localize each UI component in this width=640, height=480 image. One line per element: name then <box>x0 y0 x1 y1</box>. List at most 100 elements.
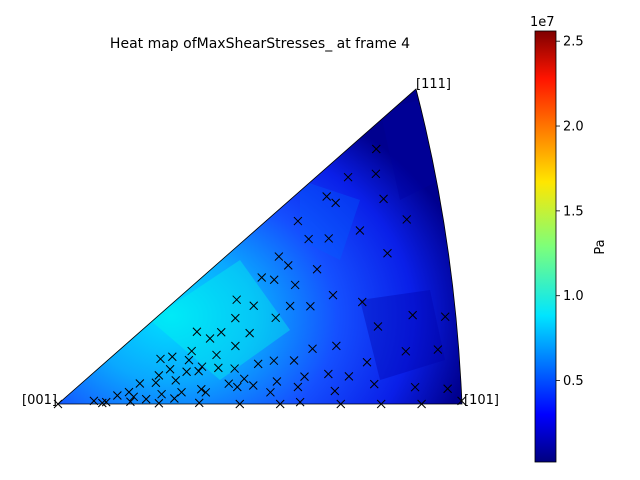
corner-label-origin: [001] <box>22 393 57 408</box>
data-marker <box>410 382 420 392</box>
data-marker <box>216 327 226 337</box>
data-marker <box>274 252 284 261</box>
data-marker <box>417 399 426 409</box>
data-marker <box>272 377 282 386</box>
data-marker <box>343 172 353 182</box>
data-marker <box>285 301 295 311</box>
colorbar: 0.5 1.0 1.5 2.0 2.5 1e7 Pa <box>530 15 608 463</box>
data-marker <box>376 399 386 409</box>
data-marker <box>124 387 134 397</box>
data-marker <box>245 328 255 338</box>
data-marker <box>440 312 450 322</box>
data-marker <box>269 356 279 366</box>
data-marker <box>194 398 204 408</box>
data-marker <box>89 396 99 406</box>
data-marker <box>253 359 263 369</box>
data-marker <box>113 391 122 400</box>
data-marker <box>357 297 367 307</box>
corner-label-right: [101] <box>464 393 499 408</box>
data-marker <box>443 384 453 394</box>
data-marker <box>402 215 412 224</box>
data-marker <box>192 327 202 337</box>
colorbar-tick-label: 2.0 <box>563 120 584 135</box>
data-marker <box>362 357 372 367</box>
data-marker <box>232 382 242 392</box>
data-marker <box>165 364 175 374</box>
data-marker <box>373 322 383 331</box>
data-marker <box>383 248 392 258</box>
data-marker <box>154 370 164 380</box>
colorbar-gradient <box>534 30 557 463</box>
data-marker <box>167 352 177 362</box>
data-marker <box>355 226 365 235</box>
colorbar-tick-label: 2.5 <box>563 35 584 50</box>
data-marker <box>293 216 303 226</box>
data-marker <box>194 366 203 376</box>
data-marker <box>196 384 206 394</box>
data-marker <box>266 387 275 397</box>
data-marker <box>433 345 443 354</box>
data-marker <box>182 367 191 377</box>
colorbar-ticks: 0.5 1.0 1.5 2.0 2.5 <box>556 35 584 389</box>
data-marker <box>157 389 166 399</box>
data-marker <box>371 144 381 154</box>
data-marker <box>293 382 303 392</box>
data-marker <box>330 386 340 396</box>
data-marker <box>408 310 418 320</box>
data-marker <box>170 394 179 403</box>
data-marker <box>171 376 181 385</box>
data-marker <box>249 301 259 311</box>
data-marker <box>248 381 258 390</box>
data-marker <box>289 356 299 365</box>
data-marker <box>283 260 293 270</box>
data-marker <box>308 344 317 354</box>
data-marker <box>257 273 267 282</box>
colorbar-offset-text: 1e7 <box>530 15 555 30</box>
data-marker <box>53 399 63 409</box>
data-marker <box>371 169 381 179</box>
data-marker <box>177 387 186 397</box>
data-marker <box>401 346 411 356</box>
data-marker <box>369 379 379 389</box>
data-marker <box>201 387 211 397</box>
data-marker <box>230 313 240 323</box>
data-marker <box>295 397 305 407</box>
corner-label-top: [111] <box>416 77 451 92</box>
data-marker <box>197 362 207 372</box>
data-marker <box>154 398 164 408</box>
data-marker <box>323 369 333 379</box>
data-marker <box>306 301 315 311</box>
data-marker <box>271 313 281 323</box>
data-marker <box>224 379 234 389</box>
colorbar-tick-label: 1.0 <box>563 289 584 304</box>
colorbar-label: Pa <box>593 239 608 254</box>
data-marker <box>269 275 279 285</box>
data-marker <box>304 234 313 244</box>
data-marker <box>300 372 309 382</box>
ipf-triangle <box>56 88 463 405</box>
data-marker <box>135 379 145 388</box>
data-marker <box>101 397 111 407</box>
colorbar-tick-label: 0.5 <box>563 374 584 389</box>
data-marker <box>232 295 242 305</box>
data-marker <box>331 198 341 208</box>
data-marker <box>205 334 215 343</box>
data-marker <box>324 234 334 243</box>
data-marker <box>322 192 332 201</box>
data-marker <box>231 341 240 351</box>
data-marker <box>187 346 197 356</box>
data-marker <box>230 364 239 373</box>
data-marker <box>141 394 151 404</box>
data-marker <box>457 396 466 406</box>
data-marker <box>344 372 354 381</box>
data-marker <box>235 399 245 409</box>
data-marker <box>328 290 338 300</box>
data-marker <box>239 374 249 384</box>
data-marker <box>151 378 161 388</box>
colorbar-tick-label: 1.5 <box>563 204 584 219</box>
marker-layer <box>53 144 466 409</box>
data-marker <box>214 363 223 373</box>
data-marker <box>212 350 221 360</box>
data-marker <box>312 264 322 274</box>
